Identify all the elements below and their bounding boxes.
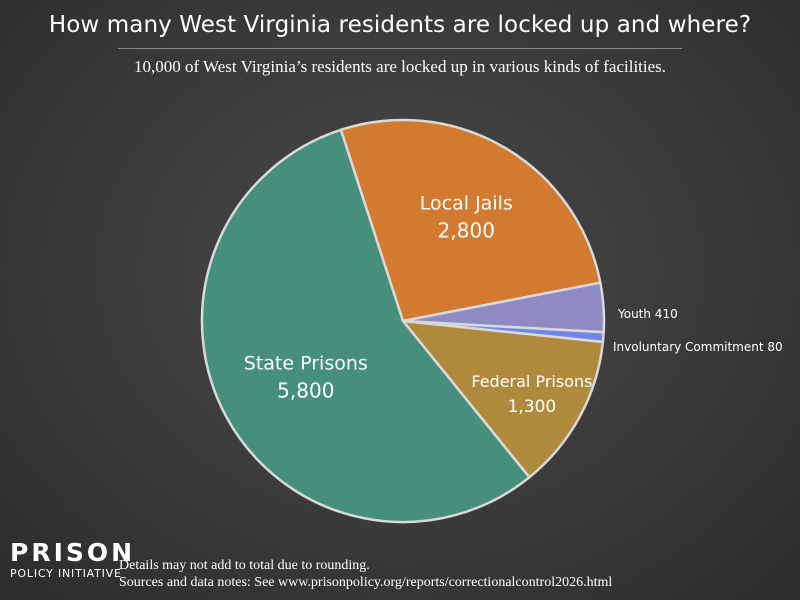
sources-note: Sources and data notes: See www.prisonpo…	[119, 575, 613, 590]
chart-subtitle: 10,000 of West Virginia’s residents are …	[133, 57, 667, 76]
slice-label-local-jails: Local Jails	[420, 193, 513, 215]
prison-policy-logo: PRISON POLICY INITIATIVE	[10, 540, 135, 582]
chart-title: How many West Virginia residents are loc…	[48, 12, 752, 38]
slice-value-federal-prisons: 1,300	[508, 397, 557, 417]
slice-local-jails	[339, 118, 602, 323]
slice-value-local-jails: 2,800	[438, 219, 495, 243]
rounding-note: Details may not add to total due to roun…	[119, 558, 370, 573]
footer-notes: Details may not add to total due to roun…	[119, 557, 612, 591]
slice-value-state-prisons: 5,800	[277, 379, 334, 403]
outside-label-involuntary-commitment: Involuntary Commitment 80	[613, 340, 783, 354]
slice-state-prisons	[200, 128, 531, 524]
pie-slices	[200, 118, 606, 524]
slice-label-federal-prisons: Federal Prisons	[471, 372, 592, 391]
outside-label-youth: Youth 410	[617, 307, 678, 321]
pie-labels: Local Jails 2,800 Youth 410 Involuntary Com…	[244, 193, 783, 417]
title-divider	[118, 48, 682, 49]
logo-line-1: PRISON	[10, 538, 136, 567]
logo-line-2: POLICY INITIATIVE	[10, 567, 122, 580]
slice-federal-prisons	[401, 319, 605, 479]
slice-label-state-prisons: State Prisons	[244, 353, 368, 375]
